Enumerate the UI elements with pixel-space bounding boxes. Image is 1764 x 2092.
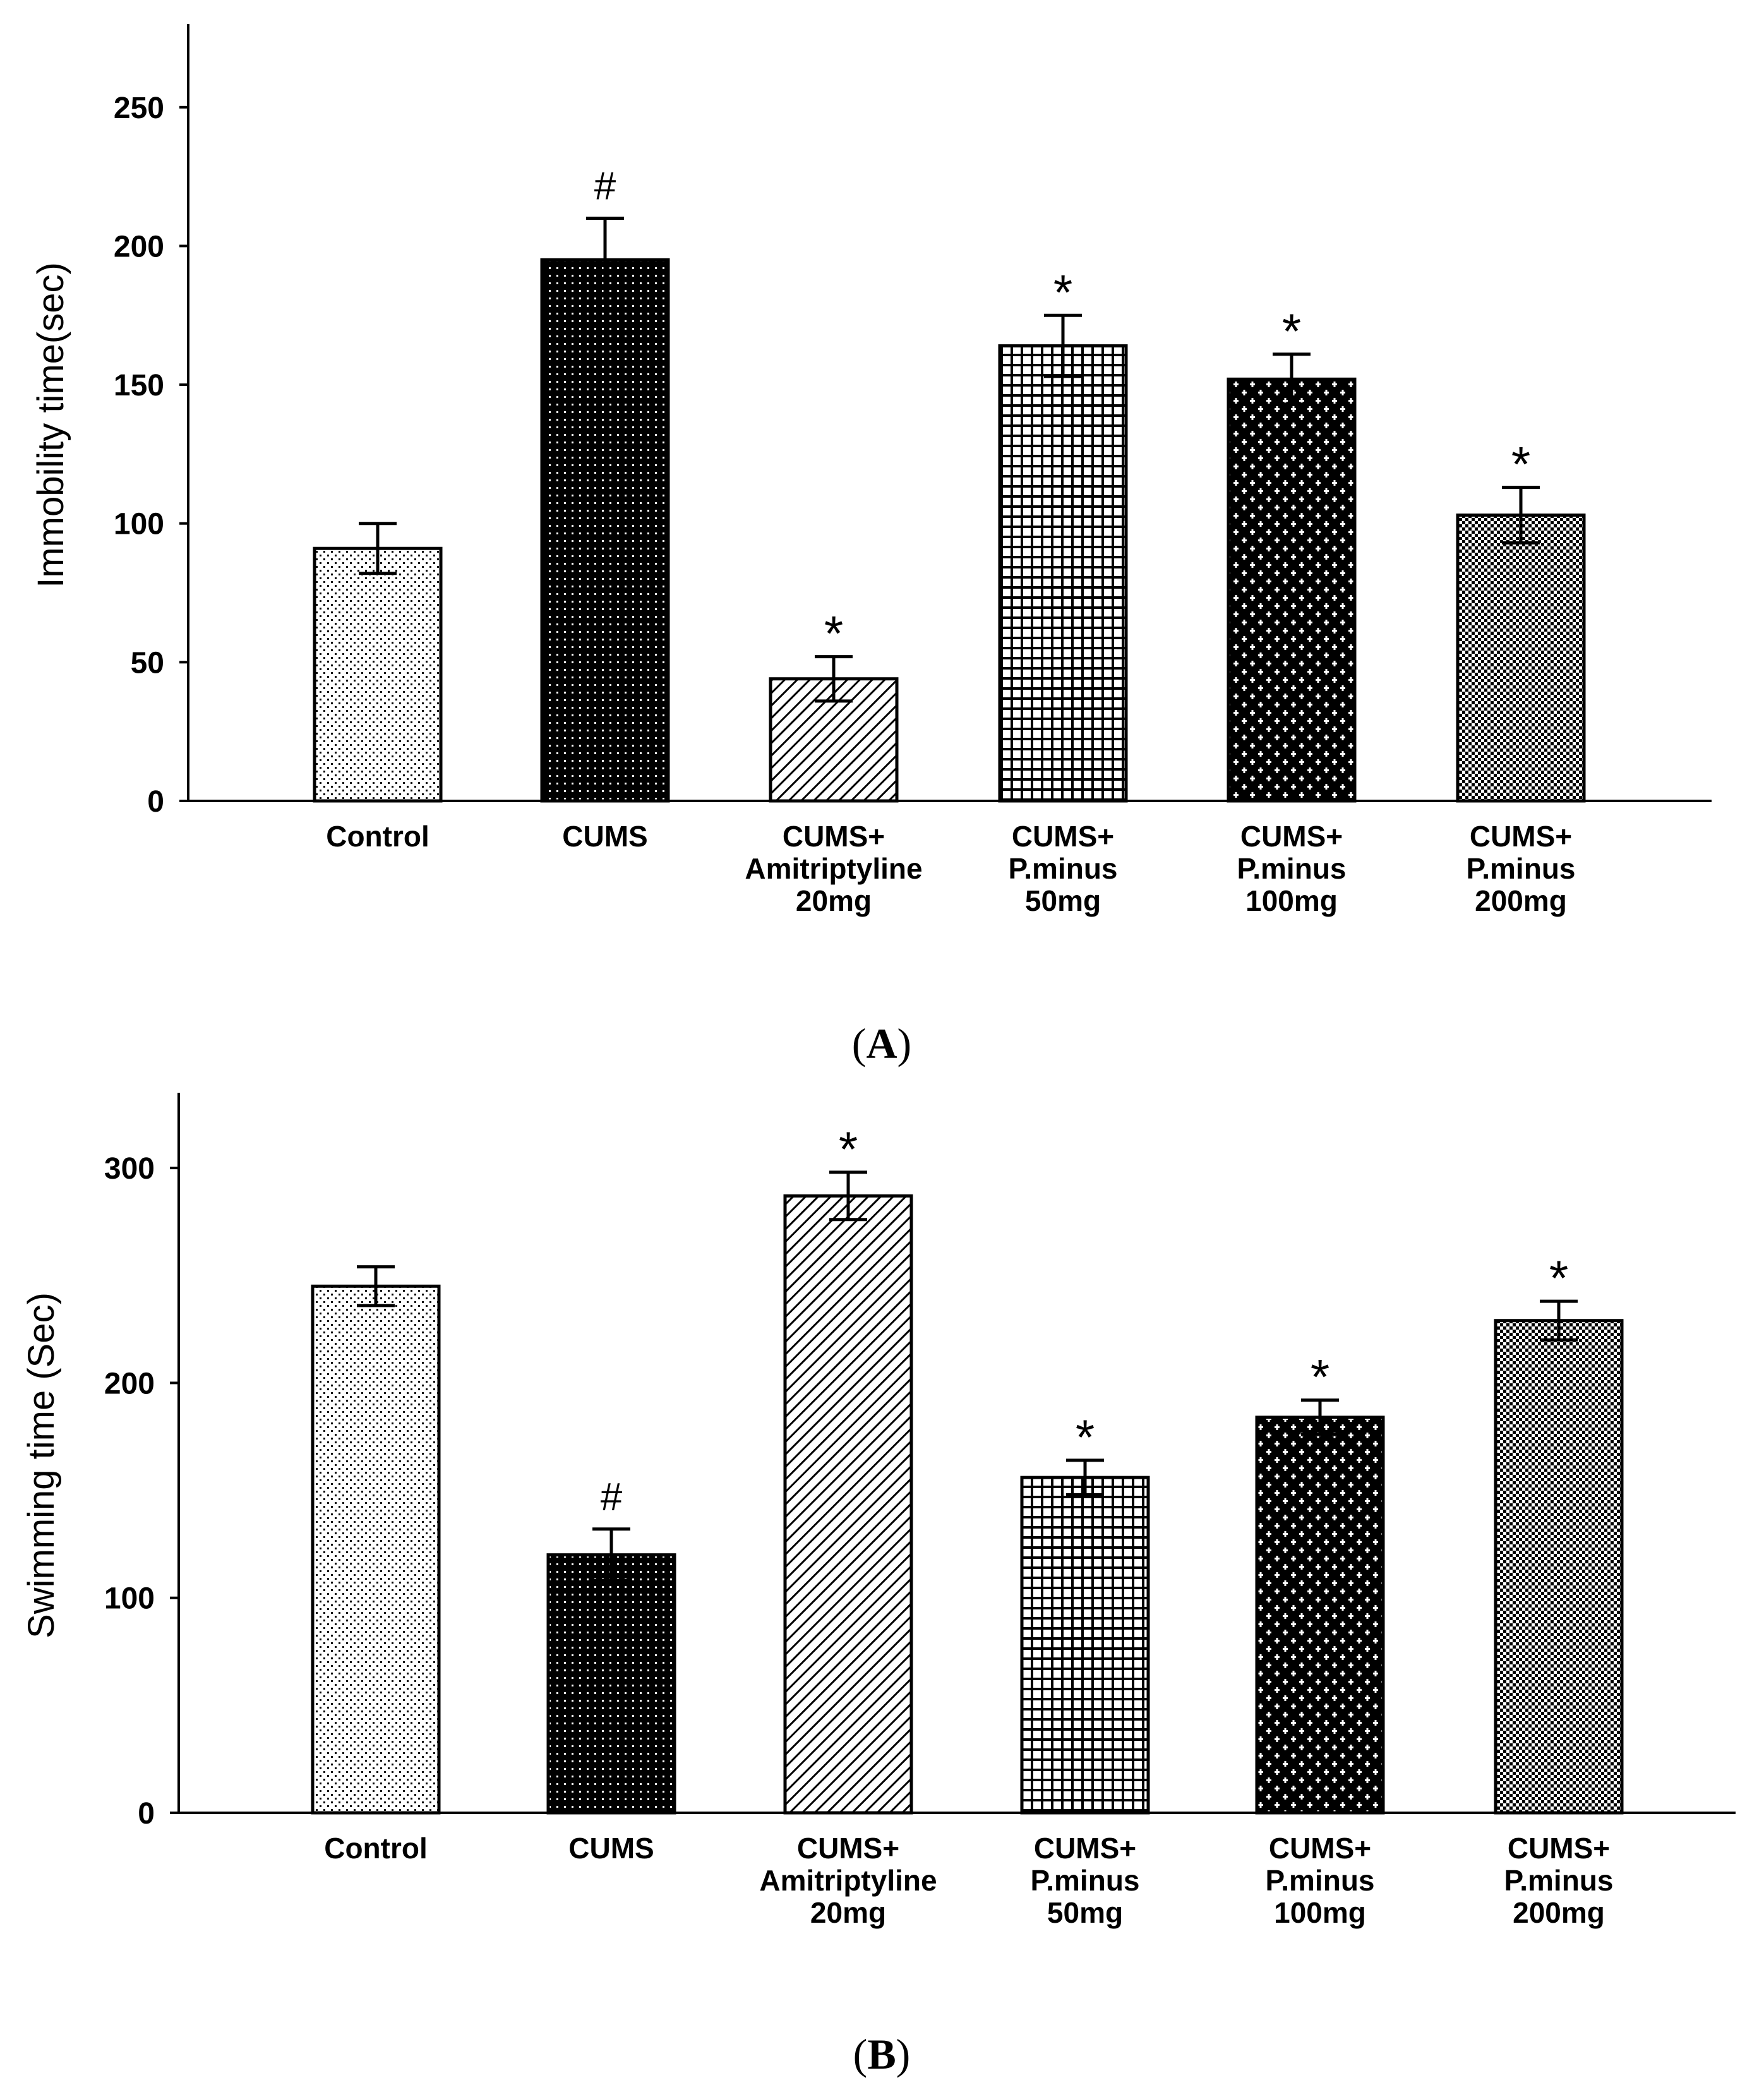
x-tick-label: CUMS+ bbox=[1508, 1832, 1610, 1865]
y-tick-label: 200 bbox=[114, 230, 164, 263]
y-tick-label: 300 bbox=[104, 1152, 155, 1186]
x-tick-label: Control bbox=[326, 820, 429, 853]
x-tick-label: 200mg bbox=[1475, 884, 1567, 917]
y-tick-label: 0 bbox=[147, 785, 164, 819]
significance-marker: * bbox=[824, 606, 843, 661]
bar bbox=[1456, 514, 1586, 803]
panel-label: (B) bbox=[853, 2030, 911, 2078]
chart-panel-b: 0 100 200 300 Swimming time (Sec) Control # CUM… bbox=[21, 1093, 1736, 2078]
x-tick-label: 20mg bbox=[810, 1896, 886, 1929]
y-tick-label: 100 bbox=[104, 1582, 155, 1616]
bar bbox=[313, 546, 443, 803]
x-tick-label: CUMS bbox=[568, 1832, 654, 1865]
significance-marker: # bbox=[594, 165, 616, 208]
significance-marker: * bbox=[1053, 264, 1072, 320]
x-tick-label: CUMS+ bbox=[1012, 820, 1114, 853]
y-tick-label: 50 bbox=[131, 646, 164, 680]
x-tick-label: P.minus bbox=[1009, 852, 1118, 885]
bar bbox=[540, 258, 670, 803]
bar bbox=[546, 1553, 676, 1815]
bar bbox=[1020, 1476, 1150, 1815]
chart-panel-a: 0 50 100 150 200 250 Immobility time(sec) Contr… bbox=[30, 24, 1712, 1067]
significance-marker: * bbox=[1076, 1409, 1095, 1465]
x-tick-label: 100mg bbox=[1245, 884, 1338, 917]
x-tick-label: P.minus bbox=[1266, 1864, 1375, 1897]
x-tick-label: Control bbox=[324, 1832, 428, 1865]
y-tick-label: 200 bbox=[104, 1367, 155, 1400]
y-tick-label: 0 bbox=[138, 1797, 155, 1830]
y-axis-title: Immobility time(sec) bbox=[30, 262, 71, 588]
y-axis-title: Swimming time (Sec) bbox=[21, 1292, 62, 1638]
y-tick-label: 150 bbox=[114, 369, 164, 402]
y-tick-label: 250 bbox=[114, 92, 164, 125]
x-tick-label: 100mg bbox=[1274, 1896, 1366, 1929]
x-tick-label: 20mg bbox=[796, 884, 872, 917]
bar bbox=[769, 677, 899, 803]
x-tick-label: CUMS+ bbox=[783, 820, 885, 853]
x-tick-label: Amitriptyline bbox=[759, 1864, 937, 1897]
x-tick-label: CUMS+ bbox=[1269, 1832, 1371, 1865]
x-tick-label: P.minus bbox=[1467, 852, 1576, 885]
bar bbox=[783, 1194, 913, 1815]
significance-marker: * bbox=[1511, 436, 1530, 492]
x-tick-label: CUMS+ bbox=[1470, 820, 1572, 853]
significance-marker: # bbox=[601, 1476, 623, 1519]
x-tick-label: P.minus bbox=[1504, 1864, 1614, 1897]
x-tick-label: P.minus bbox=[1031, 1864, 1140, 1897]
bar bbox=[1255, 1416, 1385, 1815]
x-tick-label: Amitriptyline bbox=[745, 852, 922, 885]
significance-marker: * bbox=[839, 1121, 858, 1177]
x-tick-label: CUMS+ bbox=[1240, 820, 1343, 853]
x-tick-label: CUMS bbox=[562, 820, 647, 853]
x-tick-label: P.minus bbox=[1237, 852, 1347, 885]
bar bbox=[1227, 377, 1357, 803]
bar bbox=[311, 1284, 441, 1815]
significance-marker: * bbox=[1311, 1349, 1329, 1405]
bar bbox=[998, 344, 1128, 803]
x-tick-label: 50mg bbox=[1025, 884, 1101, 917]
bar bbox=[1494, 1319, 1624, 1815]
x-tick-label: CUMS+ bbox=[1034, 1832, 1136, 1865]
y-tick-label: 100 bbox=[114, 508, 164, 541]
significance-marker: * bbox=[1282, 303, 1301, 359]
x-tick-label: CUMS+ bbox=[797, 1832, 899, 1865]
significance-marker: * bbox=[1549, 1250, 1568, 1306]
x-tick-label: 50mg bbox=[1047, 1896, 1123, 1929]
panel-label: (A) bbox=[852, 1019, 911, 1067]
x-tick-label: 200mg bbox=[1513, 1896, 1605, 1929]
